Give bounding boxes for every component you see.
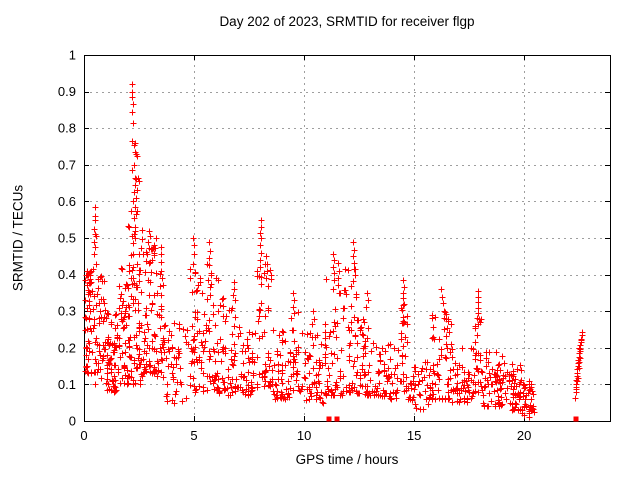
y-tick-label: 0.9	[58, 84, 76, 99]
y-tick-label: 0.7	[58, 157, 76, 172]
x-tick-label: 10	[297, 428, 311, 443]
y-axis-label: SRMTID / TECUs	[10, 184, 26, 292]
zero-value-marker	[573, 416, 579, 422]
y-tick-label: 0.8	[58, 121, 76, 136]
y-tick-label: 0.5	[58, 231, 76, 246]
data-points-SRMTID	[82, 81, 586, 421]
y-tick-label: 0.4	[58, 267, 76, 282]
plot-border	[84, 55, 611, 422]
x-tick-label: 20	[517, 428, 531, 443]
y-tick-label: 0.2	[58, 340, 76, 355]
zero-value-marker	[334, 416, 340, 422]
y-tick-label: 1	[69, 48, 76, 63]
x-axis-label: GPS time / hours	[295, 452, 399, 467]
x-tick-label: 15	[407, 428, 421, 443]
chart-title: Day 202 of 2023, SRMTID for receiver flg…	[219, 14, 475, 29]
x-tick-label: 5	[190, 428, 197, 443]
zero-value-marker	[326, 416, 332, 422]
y-tick-label: 0	[69, 414, 76, 429]
y-tick-label: 0.3	[58, 304, 76, 319]
y-tick-label: 0.1	[58, 377, 76, 392]
grid-lines	[84, 55, 610, 421]
x-tick-label: 0	[80, 428, 87, 443]
y-tick-label: 0.6	[58, 194, 76, 209]
